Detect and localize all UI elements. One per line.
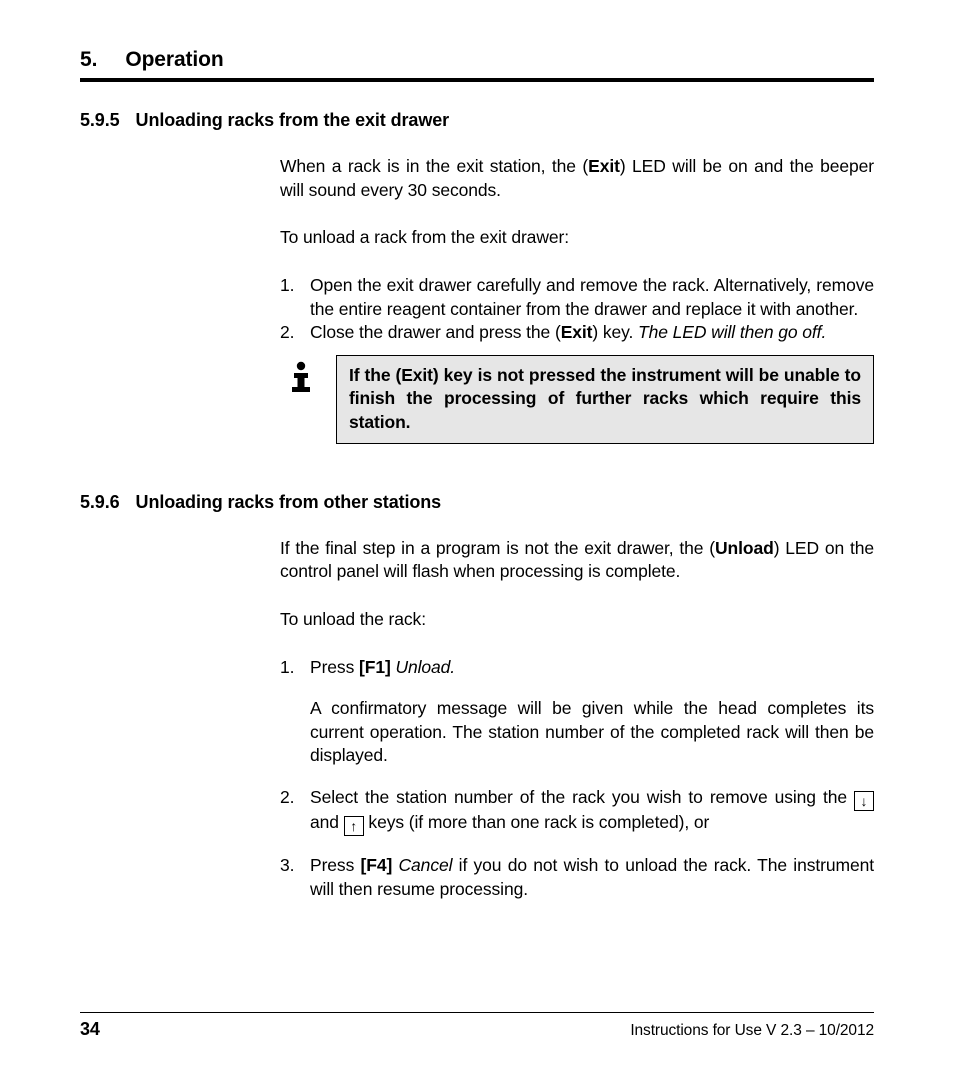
chapter-number: 5.	[80, 48, 97, 72]
list-item: 1. Press [F1] Unload.	[280, 656, 874, 680]
subsection-595-heading: 5.9.5 Unloading racks from the exit draw…	[80, 110, 874, 131]
page-footer: 34 Instructions for Use V 2.3 – 10/2012	[80, 1012, 874, 1040]
paragraph: When a rack is in the exit station, the …	[280, 155, 874, 202]
arrow-down-icon: ↓	[854, 791, 874, 811]
arrow-up-icon: ↑	[344, 816, 364, 836]
subsection-number: 5.9.5	[80, 110, 120, 131]
info-note: If the (Exit) key is not pressed the ins…	[280, 355, 874, 444]
list-item: 1. Open the exit drawer carefully and re…	[280, 274, 874, 321]
list-item-sub: A confirmatory message will be given whi…	[280, 697, 874, 768]
paragraph: To unload a rack from the exit drawer:	[280, 226, 874, 250]
list-item: 3. Press [F4] Cancel if you do not wish …	[280, 854, 874, 901]
subsection-title: Unloading racks from other stations	[136, 492, 442, 513]
paragraph: To unload the rack:	[280, 608, 874, 632]
list-item: 2. Close the drawer and press the (Exit)…	[280, 321, 874, 345]
subsection-title: Unloading racks from the exit drawer	[136, 110, 449, 131]
section-596-body: If the final step in a program is not th…	[280, 537, 874, 902]
page-number: 34	[80, 1019, 100, 1040]
note-box: If the (Exit) key is not pressed the ins…	[336, 355, 874, 444]
paragraph: If the final step in a program is not th…	[280, 537, 874, 584]
info-icon	[280, 355, 322, 444]
list-item: 2. Select the station number of the rack…	[280, 786, 874, 836]
section-595-body: When a rack is in the exit station, the …	[280, 155, 874, 345]
footer-text: Instructions for Use V 2.3 – 10/2012	[630, 1022, 874, 1040]
subsection-number: 5.9.6	[80, 492, 120, 513]
chapter-header: 5. Operation	[80, 48, 874, 76]
subsection-596-heading: 5.9.6 Unloading racks from other station…	[80, 492, 874, 513]
footer-rule	[80, 1012, 874, 1013]
chapter-title: Operation	[125, 48, 223, 72]
